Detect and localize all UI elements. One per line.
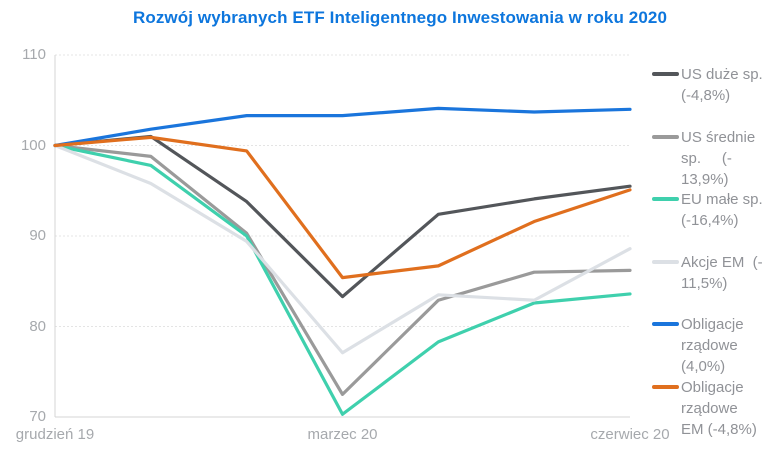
chart-title: Rozwój wybranych ETF Inteligentnego Inwe… bbox=[132, 8, 668, 27]
legend-item-label-line: US średnie bbox=[681, 128, 756, 146]
series-line-2[interactable] bbox=[53, 143, 632, 416]
legend-item-label-line: Akcje EM (- bbox=[681, 253, 763, 271]
legend-line-swatch-1 bbox=[652, 134, 679, 139]
legend-line-swatch-2 bbox=[652, 197, 679, 202]
series-line-1[interactable] bbox=[53, 143, 632, 396]
legend-item-5[interactable]: Obligacje rządowe EM (-4,8%) bbox=[650, 377, 778, 440]
legend-item-label-line: (4,0%) bbox=[681, 358, 726, 376]
legend-item-2[interactable]: EU małe sp. (-16,4%) bbox=[650, 189, 778, 231]
x-tick-label-6: czerwiec 20 bbox=[590, 426, 670, 443]
legend-item-label-line: sp. (- bbox=[681, 149, 732, 167]
legend-item-label-line: (-4,8%) bbox=[681, 87, 731, 104]
legend-item-4[interactable]: Obligacje rządowe (4,0%) bbox=[650, 314, 778, 377]
legend-item-label-line: EM (-4,8%) bbox=[681, 421, 757, 438]
series-line-4[interactable] bbox=[53, 106, 632, 148]
y-tick-label-110: 110 bbox=[22, 46, 46, 63]
x-tick-label-0: grudzień 19 bbox=[15, 426, 95, 443]
legend-item-label: Obligacje rządowe EM (-4,8%) bbox=[681, 377, 778, 440]
chart-legend: US duże sp. (-4,8%) US średnie sp. (- 13,9%)… bbox=[650, 64, 778, 454]
legend-item-1[interactable]: US średnie sp. (- 13,9%) bbox=[650, 127, 778, 190]
legend-item-label-line: (-16,4%) bbox=[681, 212, 739, 230]
y-tick-label-80: 80 bbox=[29, 317, 46, 335]
legend-item-label-line: 11,5%) bbox=[681, 274, 728, 292]
legend-line-swatch-3 bbox=[652, 259, 679, 264]
legend-item-label-line: US duże sp. bbox=[681, 66, 763, 83]
series-line-5[interactable] bbox=[53, 135, 632, 280]
legend-item-0[interactable]: US duże sp. (-4,8%) bbox=[650, 64, 778, 106]
legend-item-label-line: Obligacje bbox=[681, 316, 744, 334]
legend-item-label-line: rządowe bbox=[681, 337, 738, 355]
legend-line-swatch-0 bbox=[652, 72, 679, 76]
y-tick-label-100: 100 bbox=[20, 136, 46, 154]
legend-item-label-line: Obligacje bbox=[681, 379, 744, 396]
legend-line-swatch-4 bbox=[652, 322, 679, 327]
x-tick-label-3: marzec 20 bbox=[307, 426, 378, 443]
legend-line-swatch-5 bbox=[652, 385, 679, 389]
legend-item-3[interactable]: Akcje EM (- 11,5%) bbox=[650, 252, 778, 294]
y-tick-label-90: 90 bbox=[29, 227, 46, 244]
legend-item-label-line: 13,9%) bbox=[681, 170, 729, 188]
y-tick-label-70: 70 bbox=[29, 408, 46, 425]
legend-item-label: EU małe sp. (-16,4%) bbox=[681, 189, 778, 231]
legend-item-label: US średnie sp. (- 13,9%) bbox=[681, 127, 778, 190]
legend-item-label-line: EU małe sp. bbox=[681, 191, 763, 209]
series-line-3[interactable] bbox=[53, 143, 632, 355]
legend-item-label: Akcje EM (- 11,5%) bbox=[681, 252, 778, 294]
legend-item-label-line: rządowe bbox=[681, 400, 738, 417]
legend-item-label: Obligacje rządowe (4,0%) bbox=[681, 314, 778, 377]
legend-item-label: US duże sp. (-4,8%) bbox=[681, 64, 778, 106]
